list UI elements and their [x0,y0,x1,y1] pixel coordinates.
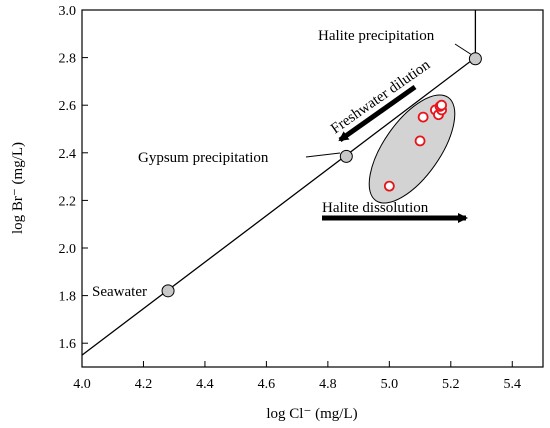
x-tick-label: 4.0 [73,377,91,392]
sample-point [436,99,447,111]
y-tick-label: 2.6 [59,99,77,114]
y-tick-label: 1.8 [59,290,77,305]
y-tick-label: 2.4 [59,147,77,162]
y-tick-label: 2.8 [59,52,77,67]
stage-label-gypsum: Gypsum precipitation [138,150,269,166]
y-axis: 1.6 1.8 2.0 2.2 2.4 2.6 2.8 3.0 [59,4,88,352]
x-tick-label: 4.6 [258,377,276,392]
x-tick-label: 5.2 [442,377,460,392]
x-tick-label: 4.8 [319,377,337,392]
sample-point [414,135,426,147]
halite-leader-line [454,43,473,56]
x-tick-label: 4.4 [196,377,214,392]
y-tick-label: 1.6 [59,337,77,352]
stage-markers [161,52,482,298]
plot-frame [81,9,544,368]
stage-label-seawater: Seawater [92,284,147,300]
stage-marker [339,149,353,163]
x-tick-label: 4.2 [135,377,153,392]
stage-marker [161,284,175,298]
y-axis-title: log Br⁻ (mg/L) [10,142,26,234]
stage-marker [468,52,482,66]
x-tick-label: 5.4 [504,377,522,392]
stage-label-halite: Halite precipitation [318,28,435,44]
y-tick-label: 2.0 [59,242,77,257]
halite-dissolution-label: Halite dissolution [322,200,429,216]
sample-points [383,99,447,192]
sample-point [417,111,429,123]
y-tick-label: 2.2 [59,194,77,209]
freshwater-dilution-arrow [338,84,417,143]
x-axis-title: log Cl⁻ (mg/L) [266,406,357,422]
x-axis: 4.0 4.2 4.4 4.6 4.8 5.0 5.2 5.4 [73,361,521,392]
gypsum-leader-line [305,152,341,158]
sample-cluster-ellipse [368,94,456,204]
sample-point [383,180,395,192]
y-tick-label: 3.0 [59,4,77,19]
x-tick-label: 5.0 [381,377,399,392]
